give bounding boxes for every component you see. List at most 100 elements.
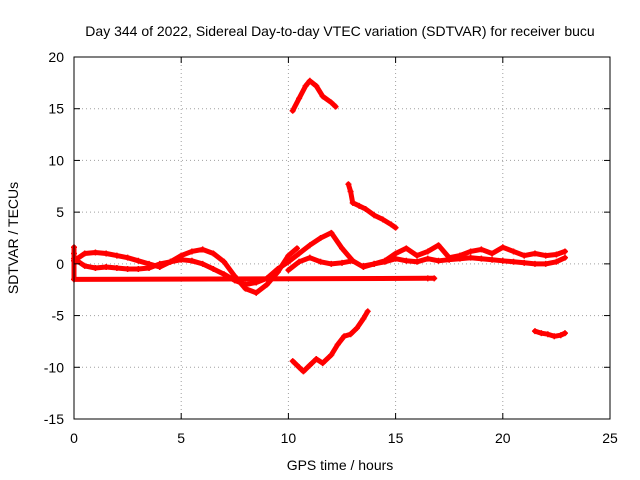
data-point [328, 351, 335, 358]
data-point [345, 181, 352, 188]
data-point [403, 245, 410, 252]
data-point [306, 77, 313, 84]
data-point [113, 264, 120, 271]
data-point [103, 263, 110, 270]
y-tick-label: 20 [48, 49, 64, 65]
data-point [356, 202, 363, 209]
data-point [538, 330, 545, 337]
data-point [388, 221, 395, 228]
data-point [403, 257, 410, 264]
data-point [274, 266, 281, 273]
data-point [521, 252, 528, 259]
data-point [414, 258, 421, 265]
data-point [381, 258, 388, 265]
data-point [478, 246, 485, 253]
data-point [431, 275, 438, 282]
data-point [561, 254, 568, 261]
y-tick-label: -15 [44, 411, 64, 427]
series-track-7 [289, 308, 371, 375]
data-point [424, 275, 431, 282]
data-point [210, 250, 217, 257]
data-point [221, 258, 228, 265]
y-tick-label: 0 [56, 256, 64, 272]
x-tick-label: 5 [177, 430, 185, 446]
data-point [557, 332, 564, 339]
data-point [392, 224, 399, 231]
data-point [300, 368, 307, 375]
data-point [199, 260, 206, 267]
data-point [339, 259, 345, 266]
data-point [467, 254, 474, 261]
data-point [293, 245, 300, 252]
data-point [135, 266, 142, 273]
x-axis-label: GPS time / hours [287, 457, 394, 473]
data-point [319, 93, 326, 100]
data-point [285, 252, 292, 259]
data-point [551, 333, 558, 340]
y-tick-label: -5 [52, 308, 65, 324]
data-point [379, 216, 386, 223]
series-track-6 [345, 181, 399, 231]
series-trace [71, 245, 300, 296]
data-point [510, 258, 517, 265]
axis-ticks: 0 5 10 15 20 25 -15 -10 -5 0 5 10 15 20 [44, 49, 618, 446]
data-point [146, 264, 153, 271]
y-tick-label: 15 [48, 101, 64, 117]
data-point [435, 242, 442, 249]
data-point [347, 331, 354, 338]
data-point [349, 257, 356, 264]
data-point [135, 257, 142, 264]
series-track-4 [360, 254, 568, 269]
series-track-2 [71, 229, 356, 288]
data-point [424, 248, 431, 255]
data-point [317, 258, 324, 265]
data-point [302, 82, 309, 89]
data-point [561, 248, 568, 255]
chart-title: Day 344 of 2022, Sidereal Day-to-day VTE… [85, 23, 594, 39]
data-point [242, 281, 249, 288]
x-tick-label: 25 [602, 430, 618, 446]
x-tick-label: 15 [388, 430, 404, 446]
data-point [364, 308, 371, 315]
data-point [328, 99, 335, 106]
data-point [489, 256, 496, 263]
data-point [360, 262, 367, 269]
y-tick-label: 5 [56, 204, 64, 220]
data-point [489, 250, 496, 257]
data-point [328, 260, 335, 267]
data-point [531, 250, 538, 257]
data-point [210, 266, 217, 273]
data-point [296, 95, 303, 102]
data-point [354, 324, 361, 331]
data-point [188, 248, 195, 255]
data-point [296, 364, 303, 371]
data-point [499, 244, 506, 251]
data-point [124, 266, 131, 273]
data-point [178, 256, 185, 263]
data-point [542, 252, 549, 259]
data-point [531, 328, 538, 335]
data-point [156, 260, 163, 267]
data-point [446, 256, 453, 263]
data-point [478, 255, 485, 262]
series-trace [290, 78, 339, 114]
data-point [199, 246, 206, 253]
data-point [347, 188, 354, 195]
data-point [306, 254, 313, 261]
data-point [263, 281, 270, 288]
data-point [319, 360, 326, 367]
data-point [113, 252, 120, 259]
data-point [332, 103, 339, 110]
data-point [296, 258, 303, 265]
data-point [317, 235, 324, 241]
data-point [521, 259, 528, 266]
data-point [561, 330, 568, 337]
data-point [467, 248, 474, 255]
data-point [289, 358, 296, 365]
data-point [510, 248, 517, 255]
data-point [499, 257, 506, 264]
data-point [103, 250, 110, 257]
x-tick-label: 0 [70, 430, 78, 446]
data-point [553, 258, 560, 265]
